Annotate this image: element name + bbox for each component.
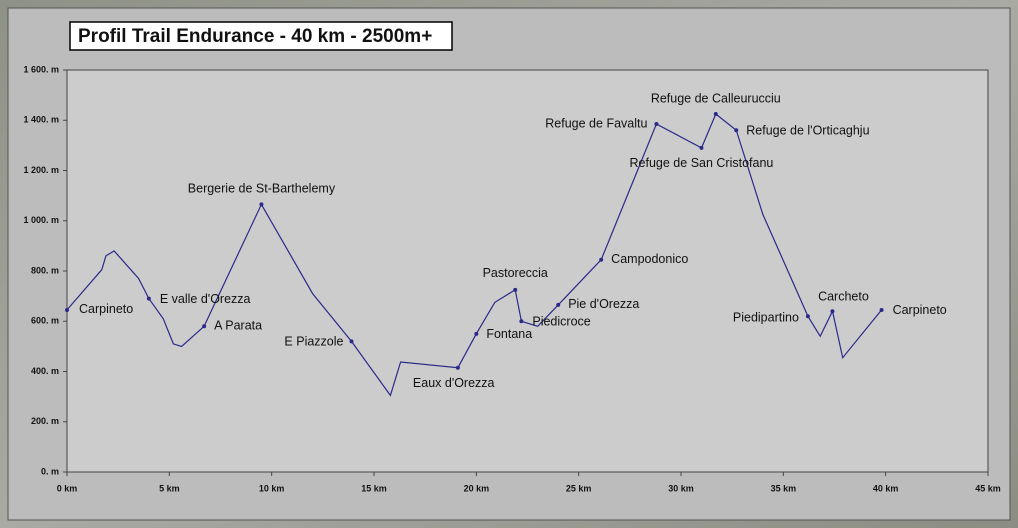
- y-tick-label: 200. m: [31, 416, 59, 426]
- x-tick-label: 15 km: [361, 483, 387, 493]
- x-tick-label: 45 km: [975, 483, 1001, 493]
- page: Profil Trail Endurance - 40 km - 2500m+ …: [0, 0, 1018, 528]
- x-tick-label: 20 km: [464, 483, 490, 493]
- waypoint-marker: [806, 314, 810, 318]
- waypoint-label: Bergerie de St-Barthelemy: [188, 182, 336, 196]
- chart: Profil Trail Endurance - 40 km - 2500m+ …: [0, 0, 1018, 528]
- waypoint-label: Refuge de San Cristofanu: [630, 156, 774, 170]
- waypoint-label: Refuge de Favaltu: [545, 116, 647, 130]
- waypoint-label: Piedipartino: [733, 311, 799, 325]
- x-tick-label: 25 km: [566, 483, 592, 493]
- waypoint-marker: [65, 308, 69, 312]
- y-tick-label: 1 600. m: [23, 64, 59, 74]
- y-tick-label: 1 400. m: [23, 115, 59, 125]
- waypoint-label: Pastoreccia: [483, 266, 548, 280]
- waypoint-marker: [519, 319, 523, 323]
- waypoint-label: E valle d'Orezza: [160, 292, 251, 306]
- x-tick-label: 10 km: [259, 483, 285, 493]
- waypoint-marker: [474, 332, 478, 336]
- waypoint-label: Refuge de l'Orticaghju: [746, 124, 869, 138]
- waypoint-marker: [456, 366, 460, 370]
- waypoint-label: Piedicroce: [532, 315, 590, 329]
- waypoint-marker: [880, 308, 884, 312]
- waypoint-label: Campodonico: [611, 252, 688, 266]
- waypoint-marker: [830, 309, 834, 313]
- y-tick-label: 1 200. m: [23, 165, 59, 175]
- waypoint-label: Carpineto: [893, 303, 947, 317]
- waypoint-marker: [202, 324, 206, 328]
- waypoint-label: Fontana: [486, 327, 532, 341]
- x-tick-label: 40 km: [873, 483, 899, 493]
- waypoint-marker: [349, 339, 353, 343]
- x-tick-label: 30 km: [668, 483, 694, 493]
- waypoint-marker: [599, 258, 603, 262]
- y-tick-label: 0. m: [41, 466, 59, 476]
- y-tick-label: 1 000. m: [23, 215, 59, 225]
- waypoint-marker: [699, 146, 703, 150]
- waypoint-label: Eaux d'Orezza: [413, 376, 495, 390]
- waypoint-label: A Parata: [214, 319, 262, 333]
- chart-title: Profil Trail Endurance - 40 km - 2500m+: [78, 26, 432, 47]
- x-tick-label: 0 km: [57, 483, 78, 493]
- waypoint-marker: [714, 112, 718, 116]
- waypoint-label: Pie d'Orezza: [568, 297, 639, 311]
- waypoint-marker: [513, 288, 517, 292]
- y-tick-label: 400. m: [31, 366, 59, 376]
- waypoint-label: Refuge de Calleurucciu: [651, 91, 781, 105]
- waypoint-marker: [259, 202, 263, 206]
- y-tick-label: 600. m: [31, 316, 59, 326]
- waypoint-label: Carcheto: [818, 289, 869, 303]
- waypoint-marker: [734, 128, 738, 132]
- waypoint-label: E Piazzole: [284, 335, 343, 349]
- waypoint-marker: [654, 122, 658, 126]
- x-tick-label: 35 km: [771, 483, 797, 493]
- y-tick-label: 800. m: [31, 265, 59, 275]
- waypoint-label: Carpineto: [79, 302, 133, 316]
- waypoint-marker: [147, 297, 151, 301]
- waypoint-marker: [556, 303, 560, 307]
- x-tick-label: 5 km: [159, 483, 180, 493]
